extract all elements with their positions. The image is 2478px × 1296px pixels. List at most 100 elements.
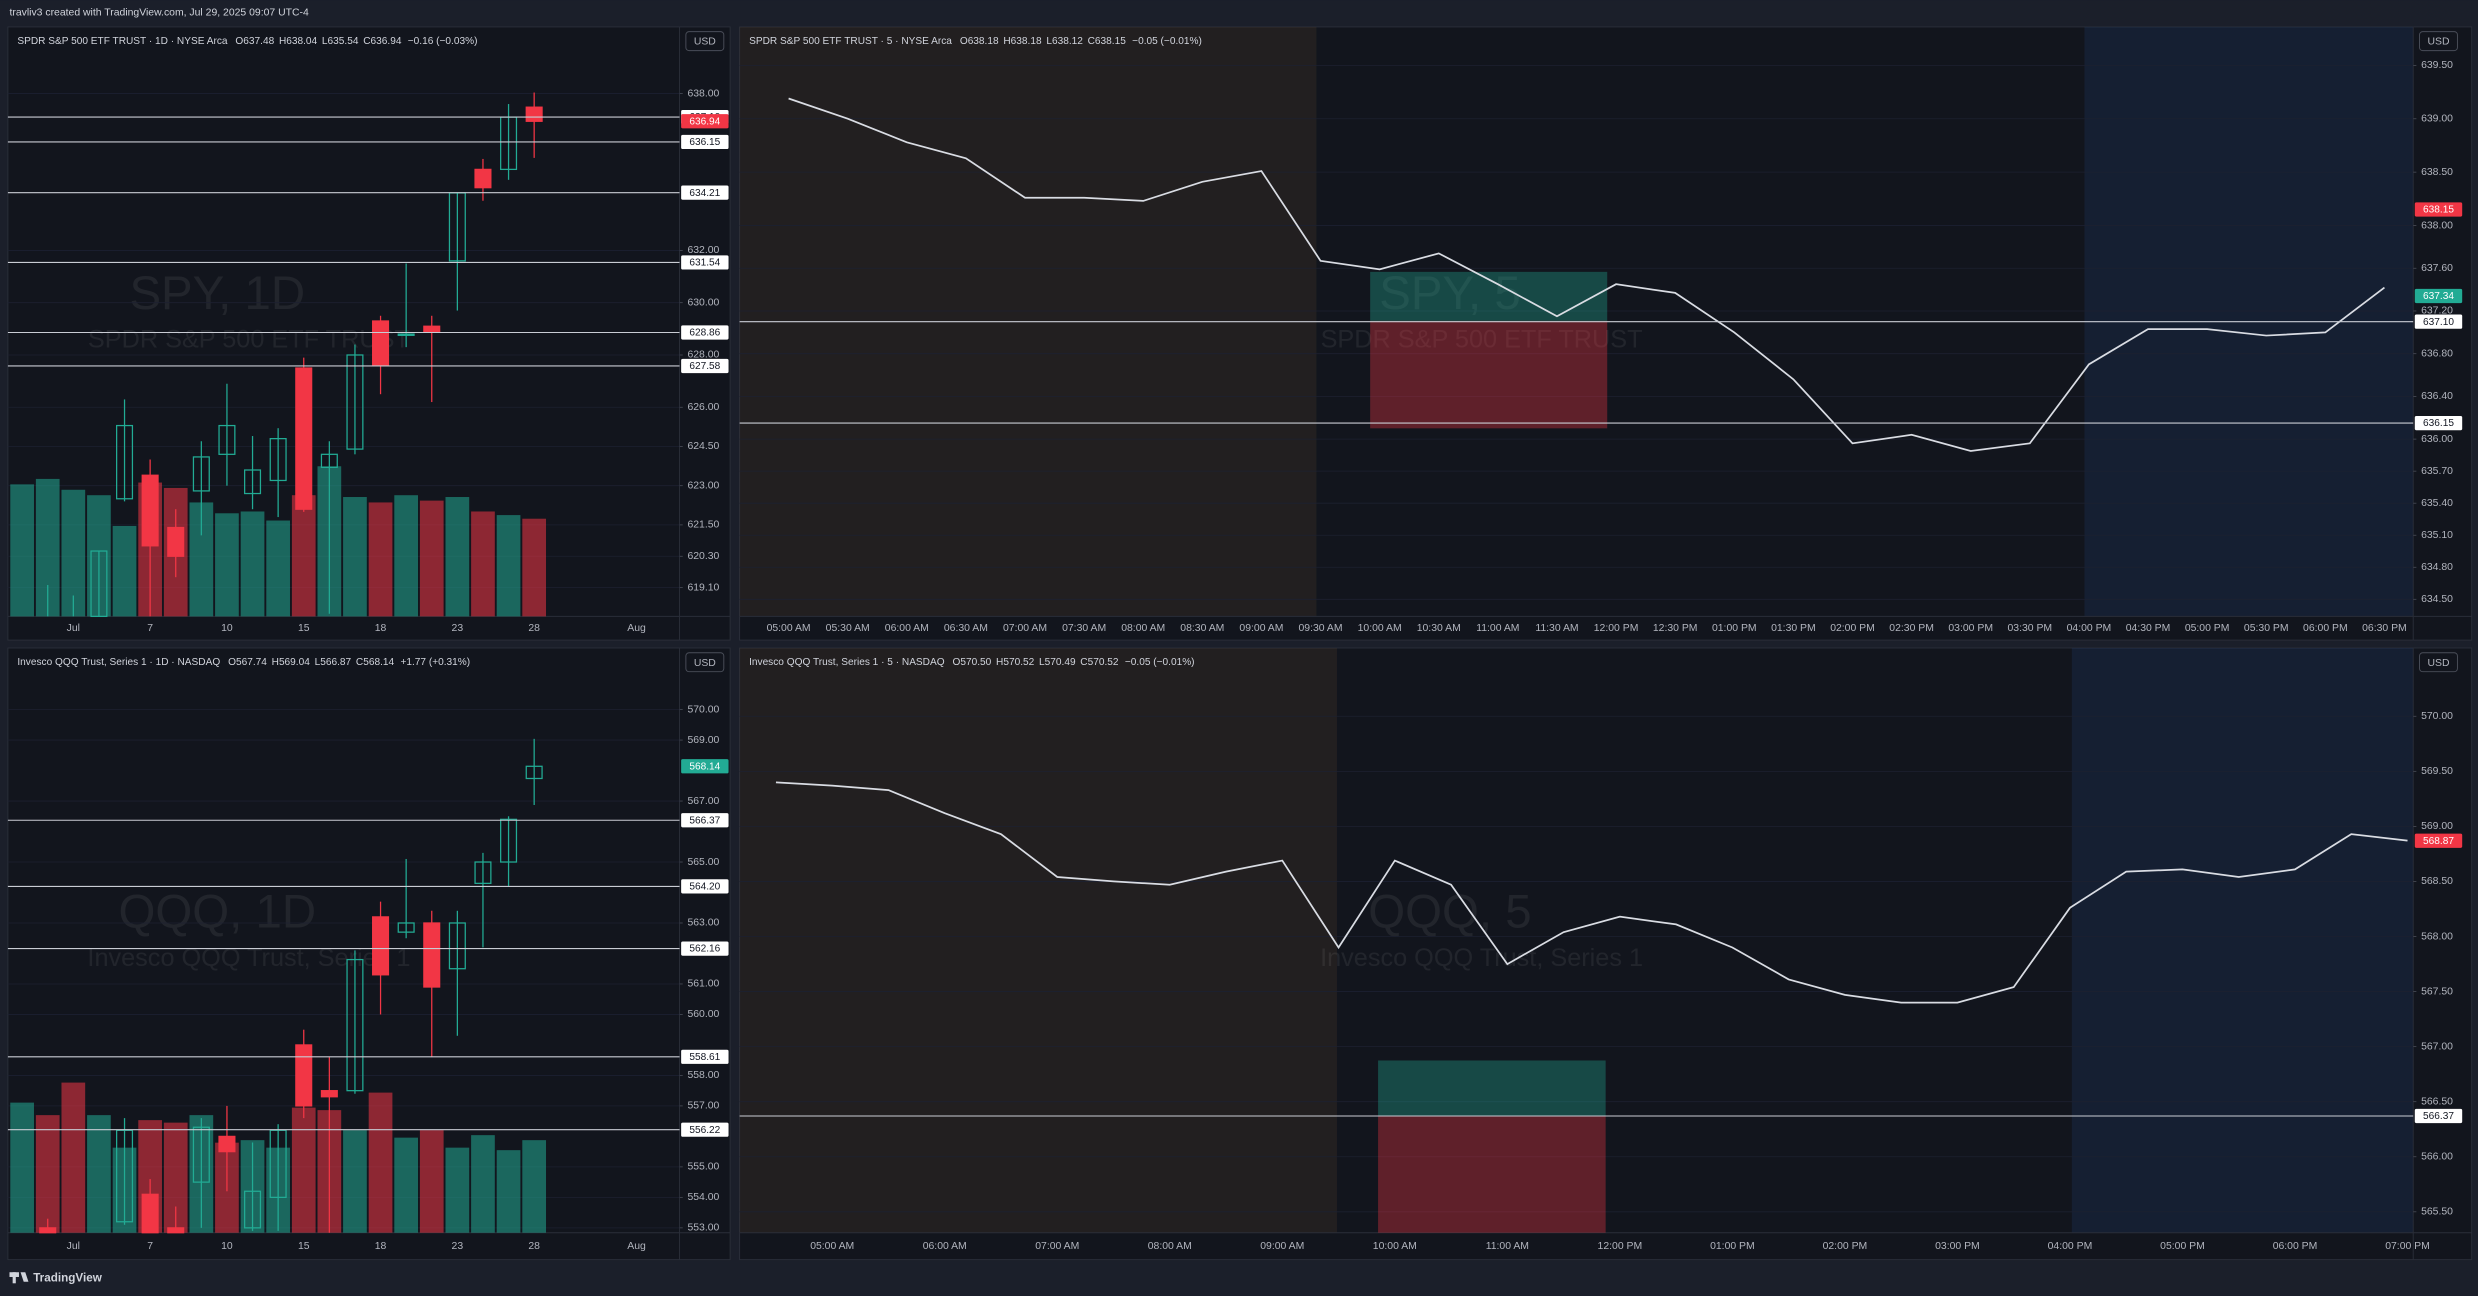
candle-body — [295, 367, 313, 510]
y-tick-label: 630.00 — [687, 297, 719, 308]
x-tick-label: 06:30 PM — [2362, 623, 2407, 634]
candle-body — [500, 818, 518, 863]
price-line — [775, 781, 2408, 1004]
price-badge — [2414, 833, 2463, 848]
price-badge-label: 627.58 — [689, 361, 720, 372]
x-tick-label: 12:30 PM — [1653, 623, 1698, 634]
price-badge-label: 628.86 — [689, 328, 720, 339]
candle-body — [141, 474, 159, 547]
candle-body — [397, 922, 415, 933]
legend-title: Invesco QQQ Trust, Series 1 · 5 · NASDAQ — [749, 657, 945, 668]
x-tick-label: 28 — [528, 623, 540, 634]
y-tick-label: 567.00 — [2421, 1041, 2453, 1052]
legend-value: 636.94 — [371, 36, 402, 47]
currency: USD — [2427, 658, 2449, 669]
y-tick-label: 639.00 — [2421, 114, 2453, 125]
currency-box — [2419, 31, 2458, 52]
candle-body — [525, 106, 543, 122]
x-tick-label: 11:00 AM — [1476, 623, 1519, 634]
y-tick-label: 636.40 — [2421, 391, 2453, 402]
candle-body — [244, 469, 262, 495]
candle-body — [269, 1129, 287, 1198]
position-tool — [1370, 320, 1608, 429]
legend-value: 570.49 — [1045, 657, 1076, 668]
x-tick-label: 05:00 AM — [810, 1241, 854, 1252]
candle-body — [448, 922, 466, 970]
price-badge-label: 556.22 — [689, 1125, 720, 1136]
y-tick-label: 561.00 — [687, 979, 719, 990]
x-tick-label: 12:00 PM — [1594, 623, 1639, 634]
legend-value: 570.52 — [1003, 657, 1034, 668]
legend-key: O — [953, 657, 961, 668]
x-tick-label: 03:30 PM — [2008, 623, 2053, 634]
price-badge-label: 634.21 — [689, 188, 720, 199]
candle-body — [372, 916, 390, 976]
volume-bar — [112, 525, 137, 617]
x-tick-label: 01:00 PM — [1710, 1241, 1755, 1252]
x-tick-label: 09:00 AM — [1239, 623, 1283, 634]
legend-key: H — [279, 36, 286, 47]
price-badge-label: 636.15 — [2423, 418, 2454, 429]
volume-bar — [471, 1135, 495, 1233]
candle-body — [346, 354, 364, 450]
volume-bar — [419, 1130, 444, 1233]
volume-bar — [368, 502, 393, 617]
x-tick-label: 01:00 PM — [1712, 623, 1757, 634]
candle-body — [244, 1190, 262, 1229]
legend-key: O — [960, 36, 968, 47]
x-tick-label: 11:00 AM — [1486, 1241, 1529, 1252]
y-tick-label: 566.00 — [2421, 1151, 2453, 1162]
x-tick-label: 15 — [298, 623, 310, 634]
price-badge — [681, 1049, 729, 1064]
x-tick-label: Aug — [627, 623, 646, 634]
volume-bar — [343, 1130, 367, 1233]
candle-body — [372, 320, 390, 367]
y-tick-label: 635.70 — [2421, 466, 2453, 477]
legend-key: C — [356, 657, 363, 668]
volume-bar — [291, 1107, 316, 1233]
volume-bar — [10, 484, 34, 617]
x-tick-label: 05:00 PM — [2185, 623, 2230, 634]
volume-bar — [266, 520, 290, 617]
x-tick-label: 05:30 PM — [2244, 623, 2289, 634]
y-tick-label: 635.10 — [2421, 530, 2453, 541]
price-badge — [681, 255, 729, 270]
x-tick-label: 07:00 AM — [1035, 1241, 1079, 1252]
watermark-subtitle: SPDR S&P 500 ETF TRUST — [1321, 325, 1643, 353]
legend-value: 568.14 — [363, 657, 394, 668]
legend-key: O — [235, 36, 243, 47]
panel-bg — [739, 647, 2473, 1261]
x-tick-label: 23 — [452, 1241, 464, 1252]
x-tick-label: 08:00 AM — [1148, 1241, 1192, 1252]
y-tick-label: 567.50 — [2421, 986, 2453, 997]
x-tick-label: 03:00 PM — [1948, 623, 1993, 634]
price-badge — [681, 941, 729, 956]
volume-bar — [87, 1115, 111, 1233]
y-tick-label: 569.50 — [2421, 766, 2453, 777]
y-tick-label: 639.50 — [2421, 60, 2453, 71]
x-tick-label: Aug — [627, 1241, 646, 1252]
x-tick-label: 02:00 PM — [1823, 1241, 1868, 1252]
candle-body — [474, 861, 492, 884]
x-tick-label: 10 — [221, 1241, 233, 1252]
legend-value: 566.87 — [320, 657, 351, 668]
x-tick-label: 05:00 AM — [767, 623, 811, 634]
y-tick-label: 568.00 — [2421, 931, 2453, 942]
footer-brand: TradingView — [33, 1272, 103, 1285]
y-tick-label: 570.00 — [687, 704, 719, 715]
candle-body — [115, 424, 134, 500]
volume-bar — [35, 478, 60, 617]
candle-body — [218, 1135, 236, 1153]
session-shade — [739, 648, 1337, 1233]
y-tick-label: 636.80 — [2421, 348, 2453, 359]
candle-body — [525, 765, 543, 780]
position-tool — [1378, 1060, 1606, 1116]
x-tick-label: 18 — [375, 1241, 387, 1252]
price-badge — [681, 1122, 729, 1137]
volume-bar — [368, 1092, 393, 1233]
y-tick-label: 634.50 — [2421, 594, 2453, 605]
price-badge — [681, 879, 729, 894]
legend-key: C — [1088, 36, 1095, 47]
legend-key: H — [1003, 36, 1010, 47]
